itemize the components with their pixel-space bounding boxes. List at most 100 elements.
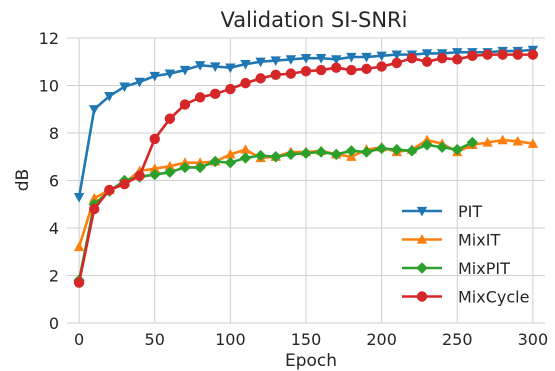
- y-tick-labels: 0 2 4 6 8 10 12: [39, 29, 59, 333]
- y-tick-label: 8: [49, 124, 59, 143]
- series-pit: [73, 45, 539, 203]
- x-tick-labels: 0 50 100 150 200 250 300: [74, 330, 548, 349]
- x-tick-label: 200: [366, 330, 397, 349]
- data-point-mixit: [149, 163, 160, 173]
- data-point-mixpit: [179, 161, 191, 174]
- data-point-mixcycle: [436, 52, 448, 64]
- legend-label-mixit: MixIT: [458, 231, 500, 250]
- data-point-pit: [270, 56, 281, 67]
- data-point-mixcycle: [391, 57, 402, 69]
- data-point-mixpit: [466, 136, 479, 149]
- data-point-mixpit: [194, 161, 206, 174]
- data-point-pit: [149, 71, 160, 82]
- data-point-mixpit: [239, 152, 252, 164]
- series-group: [73, 45, 539, 288]
- y-tick-label: 4: [49, 219, 59, 238]
- data-point-mixcycle: [376, 61, 387, 72]
- data-point-mixcycle: [89, 203, 100, 215]
- data-point-mixpit: [375, 142, 388, 155]
- data-point-pit: [179, 65, 191, 76]
- legend: PIT MixIT MixPIT MixCycle: [402, 202, 529, 307]
- data-point-mixcycle: [149, 133, 160, 145]
- data-point-mixcycle: [482, 49, 493, 60]
- series-mixcycle: [73, 49, 539, 288]
- x-axis-label: Epoch: [285, 351, 337, 371]
- data-point-mixcycle: [527, 49, 539, 60]
- data-point-mixpit: [149, 168, 161, 181]
- data-point-mixcycle: [119, 178, 130, 190]
- data-point-mixpit: [421, 139, 433, 151]
- data-point-mixpit: [285, 148, 297, 161]
- data-point-mixpit: [270, 151, 282, 163]
- data-point-mixcycle: [210, 88, 221, 100]
- data-point-mixcycle: [164, 113, 176, 124]
- legend-marker-pit: [416, 206, 428, 217]
- data-point-mixit: [527, 138, 539, 148]
- data-point-mixcycle: [134, 170, 145, 181]
- data-point-pit: [73, 192, 85, 203]
- data-point-pit: [391, 50, 402, 61]
- data-point-mixit: [73, 241, 85, 252]
- data-point-mixcycle: [300, 66, 312, 77]
- data-point-mixit: [512, 135, 523, 146]
- data-point-mixit: [240, 144, 251, 154]
- data-point-mixcycle: [361, 63, 372, 75]
- data-point-mixcycle: [194, 92, 206, 103]
- data-point-pit: [376, 51, 387, 62]
- data-point-pit: [104, 92, 115, 102]
- data-point-pit: [315, 54, 327, 64]
- data-point-mixpit: [406, 145, 418, 157]
- data-point-pit: [119, 82, 130, 93]
- x-tick-label: 150: [291, 330, 322, 349]
- data-point-mixpit: [391, 143, 403, 156]
- data-point-mixcycle: [421, 56, 433, 67]
- data-point-mixcycle: [346, 64, 357, 76]
- data-point-mixit: [164, 160, 176, 171]
- x-tick-label: 100: [215, 330, 246, 349]
- data-point-pit: [240, 59, 251, 70]
- x-tick-label: 250: [442, 330, 473, 349]
- y-tick-label: 0: [49, 314, 59, 333]
- data-point-mixcycle: [270, 69, 281, 81]
- data-point-pit: [134, 77, 145, 88]
- y-tick-label: 2: [49, 267, 59, 286]
- legend-marker-mixpit: [416, 262, 428, 274]
- x-tick-label: 300: [518, 330, 549, 349]
- y-tick-label: 6: [49, 172, 59, 191]
- data-point-mixcycle: [73, 277, 85, 288]
- data-point-mixcycle: [331, 62, 342, 73]
- data-point-mixit: [89, 192, 100, 203]
- y-tick-label: 12: [39, 29, 59, 48]
- data-point-mixcycle: [452, 54, 463, 65]
- data-point-mixpit: [360, 146, 373, 158]
- data-point-mixpit: [451, 143, 463, 156]
- data-point-mixcycle: [315, 64, 327, 76]
- data-point-pit: [225, 63, 236, 74]
- data-point-pit: [164, 69, 176, 80]
- data-point-mixit: [482, 137, 493, 147]
- legend-label-mixpit: MixPIT: [458, 259, 510, 278]
- data-point-pit: [421, 49, 433, 59]
- data-point-mixpit: [300, 147, 312, 159]
- data-point-mixcycle: [467, 50, 478, 62]
- data-point-pit: [361, 52, 372, 63]
- x-tick-label: 50: [145, 330, 165, 349]
- data-point-pit: [89, 105, 100, 115]
- chart-title: Validation SI-SNRi: [221, 8, 408, 32]
- data-point-mixcycle: [179, 99, 191, 110]
- legend-label-mixcycle: MixCycle: [458, 288, 529, 307]
- data-point-mixit: [497, 134, 508, 145]
- x-tick-label: 0: [74, 330, 84, 349]
- data-point-mixpit: [330, 148, 342, 161]
- y-axis-label: dB: [13, 169, 33, 191]
- data-point-pit: [331, 55, 342, 65]
- data-point-mixpit: [164, 166, 176, 178]
- data-point-mixpit: [315, 146, 327, 158]
- y-tick-label: 10: [39, 77, 59, 96]
- data-point-pit: [452, 48, 463, 58]
- data-point-pit: [300, 54, 312, 64]
- data-point-mixcycle: [240, 77, 251, 89]
- data-point-pit: [210, 62, 221, 72]
- data-point-mixcycle: [104, 184, 115, 196]
